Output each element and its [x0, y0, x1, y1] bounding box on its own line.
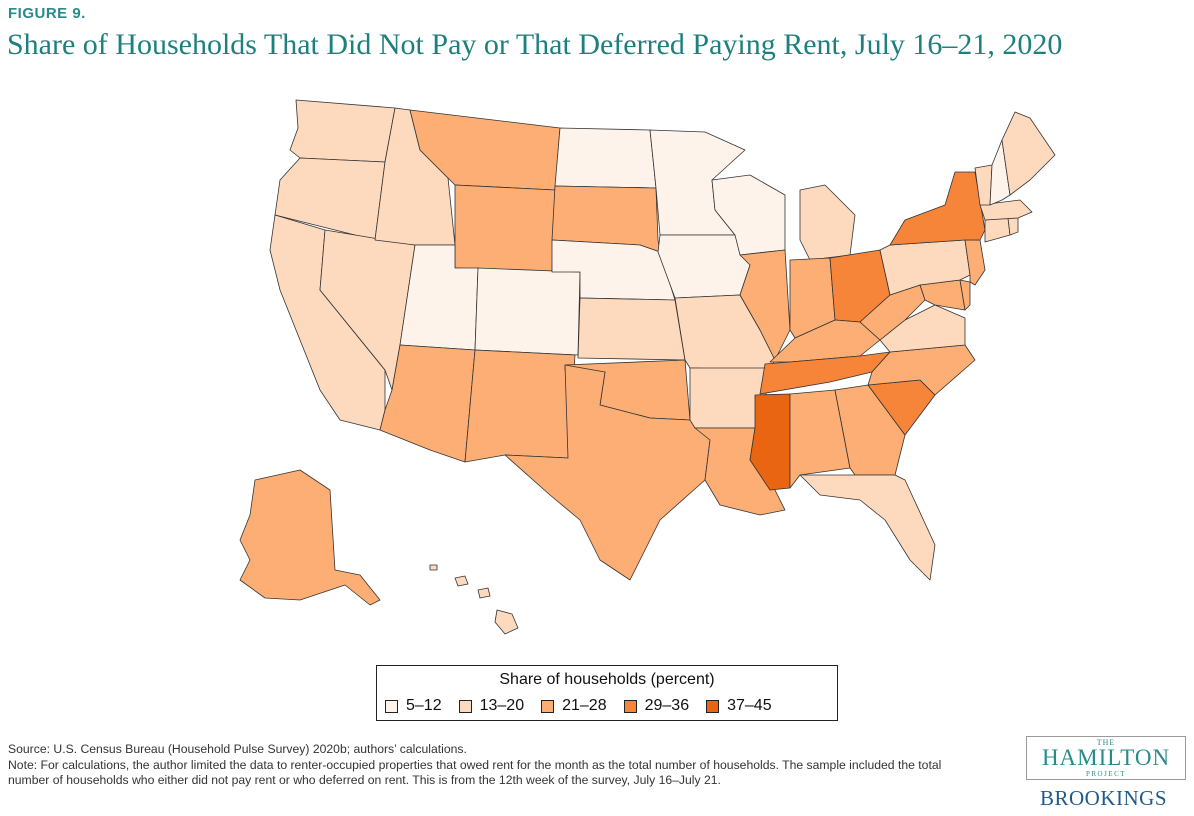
legend-item: 37–45 — [706, 697, 772, 715]
state-IA — [657, 234, 751, 299]
map-legend: Share of households (percent) 5–12 13–20… — [376, 665, 838, 721]
legend-item: 29–36 — [623, 697, 690, 715]
logo-project: PROJECT — [1085, 770, 1127, 778]
state-NM — [464, 349, 576, 463]
us-choropleth-map — [239, 99, 1056, 635]
state-CT — [984, 217, 1011, 243]
state-HI-4 — [494, 609, 519, 635]
state-HI-2 — [454, 575, 469, 587]
state-WA — [289, 99, 396, 163]
legend-item: 5–12 — [385, 697, 442, 715]
legend-label: 21–28 — [562, 697, 607, 714]
state-NH — [989, 139, 1011, 206]
state-IL — [739, 249, 791, 361]
brookings-logo: BROOKINGS — [1040, 786, 1168, 810]
state-DE — [959, 279, 971, 311]
state-WY — [454, 184, 556, 273]
source-text: Source: U.S. Census Bureau (Household Pu… — [8, 742, 467, 756]
state-FL — [799, 474, 936, 581]
note-text: Note: For calculations, the author limit… — [8, 757, 942, 788]
state-RI — [1007, 217, 1019, 236]
state-OR — [274, 157, 386, 241]
legend-swatch — [623, 699, 637, 713]
state-TX — [504, 364, 711, 581]
legend-items: 5–12 13–20 21–28 29–36 37–45 — [385, 697, 789, 715]
state-ND — [554, 127, 657, 189]
figure-label: FIGURE 9. — [8, 5, 86, 22]
legend-label: 29–36 — [644, 697, 690, 714]
state-ME — [1001, 111, 1056, 196]
state-AL — [789, 389, 851, 489]
state-HI-1 — [429, 564, 438, 571]
figure-title: Share of Households That Did Not Pay or … — [7, 28, 1063, 61]
legend-label: 37–45 — [727, 697, 772, 714]
state-KS — [577, 297, 686, 361]
legend-swatch — [541, 699, 555, 713]
logo-the: THE — [1096, 738, 1116, 747]
state-AK — [239, 469, 381, 606]
state-HI-3 — [477, 587, 491, 599]
state-NY — [889, 171, 986, 246]
figure-notes: Source: U.S. Census Bureau (Household Pu… — [8, 742, 968, 789]
legend-swatch — [458, 699, 472, 713]
legend-label: 5–12 — [406, 697, 442, 714]
logo-hamilton: HAMILTON — [1041, 745, 1171, 770]
state-CO — [474, 267, 581, 356]
legend-title: Share of households (percent) — [499, 671, 715, 688]
hamilton-project-logo: THE HAMILTON PROJECT — [1026, 736, 1186, 780]
state-MA — [979, 199, 1033, 221]
legend-item: 21–28 — [541, 697, 607, 715]
legend-swatch — [385, 699, 398, 713]
legend-swatch — [706, 699, 720, 713]
state-MI — [799, 184, 856, 261]
legend-item: 13–20 — [458, 697, 525, 715]
legend-label: 13–20 — [479, 697, 525, 714]
state-NJ — [964, 239, 986, 286]
